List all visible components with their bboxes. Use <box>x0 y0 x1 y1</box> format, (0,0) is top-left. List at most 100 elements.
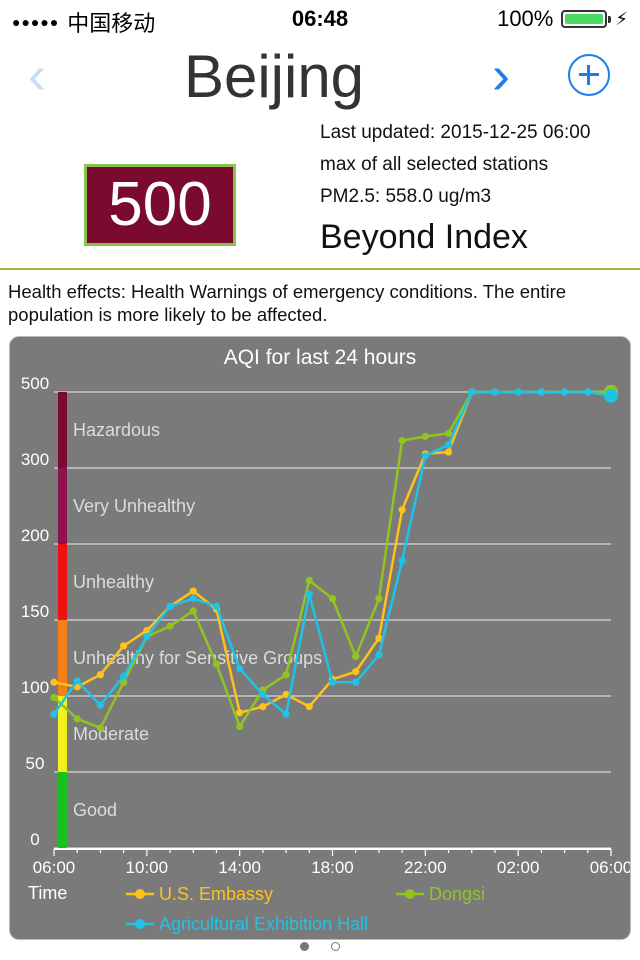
station-scope: max of all selected stations <box>320 154 549 175</box>
battery-percent: 100% <box>497 6 554 31</box>
data-point <box>236 709 244 717</box>
data-point <box>166 602 174 610</box>
aqi-band-label: Unhealthy for Sensitive Groups <box>73 648 322 668</box>
data-point <box>189 595 197 603</box>
page-dot-1[interactable] <box>300 942 309 951</box>
charging-icon: ⚡ <box>615 8 628 29</box>
chart-title: AQI for last 24 hours <box>224 346 417 369</box>
data-point <box>50 693 58 702</box>
status-time: 06:48 <box>291 6 349 31</box>
health-effects: Health effects: Health Warnings of emerg… <box>8 281 567 325</box>
data-point <box>444 441 453 449</box>
data-point <box>560 388 569 396</box>
data-point <box>305 703 313 711</box>
aqi-band-label: Hazardous <box>73 420 160 440</box>
data-point <box>421 452 429 460</box>
data-point <box>189 587 197 595</box>
aqi-band-label: Moderate <box>73 724 149 744</box>
data-point <box>352 678 360 686</box>
data-point <box>282 710 290 718</box>
x-tick-label: 18:00 <box>311 858 354 877</box>
x-tick-label: 02:00 <box>497 858 540 877</box>
carrier-name: 中国移动 <box>67 11 156 36</box>
last-updated: Last updated: 2015-12-25 06:00 <box>320 122 591 143</box>
legend-marker <box>135 919 145 929</box>
data-point <box>50 710 58 718</box>
aqi-info: Last updated: 2015-12-25 06:00 max of al… <box>320 120 590 257</box>
data-point <box>50 678 58 686</box>
data-point <box>514 388 522 396</box>
y-tick-label: 50 <box>26 754 45 773</box>
data-point <box>96 701 105 709</box>
next-city-button[interactable]: › <box>492 45 510 105</box>
aqi-level: Beyond Index <box>320 218 528 256</box>
data-point <box>468 388 476 396</box>
data-point <box>398 557 406 565</box>
x-tick-label: 06:00 <box>590 858 630 877</box>
x-axis-label: Time <box>28 883 67 903</box>
data-point <box>212 602 221 610</box>
legend-marker <box>405 889 415 899</box>
data-point <box>96 724 105 732</box>
data-point <box>73 677 81 685</box>
data-point <box>537 388 545 396</box>
data-point <box>189 607 197 615</box>
data-point <box>259 703 267 711</box>
signal-icon: ●●●●● <box>12 14 60 30</box>
aqi-chart-svg: AQI for last 24 hours 0 50 100 150 200 300 500 G… <box>21 346 630 934</box>
legend-label: Dongsi <box>429 884 485 904</box>
page-dot-2[interactable] <box>331 942 340 951</box>
data-point <box>584 388 592 396</box>
x-tick-label: 06:00 <box>33 858 76 877</box>
aqi-band-bar <box>58 620 67 696</box>
data-point <box>305 590 313 598</box>
aqi-value-badge: 500 <box>84 164 236 246</box>
previous-city-button[interactable]: ‹ <box>28 45 46 105</box>
data-point <box>120 678 128 686</box>
aqi-band-bar <box>58 772 67 848</box>
aqi-band-bar <box>58 696 67 772</box>
data-point <box>236 665 244 673</box>
y-tick-label: 150 <box>21 602 49 621</box>
aqi-band-label: Very Unhealthy <box>73 496 195 516</box>
data-point <box>375 634 383 642</box>
divider <box>0 268 640 270</box>
y-tick-label: 100 <box>21 678 49 697</box>
data-point <box>73 715 81 723</box>
data-point <box>282 690 290 699</box>
battery-icon <box>561 10 612 28</box>
data-point <box>212 660 221 668</box>
legend-label: Agricultural Exhibition Hall <box>159 914 368 934</box>
navigation-bar: ‹ Beijing › <box>0 40 640 120</box>
data-point <box>120 672 128 680</box>
data-point <box>491 388 499 396</box>
aqi-band-label: Good <box>73 800 117 820</box>
page-indicator[interactable] <box>0 942 640 956</box>
data-point <box>398 437 406 445</box>
data-point <box>352 668 360 676</box>
data-point <box>604 388 618 403</box>
x-tick-label: 14:00 <box>218 858 261 877</box>
y-tick-label: 300 <box>21 450 49 469</box>
add-city-icon[interactable] <box>568 54 610 96</box>
data-point <box>328 678 337 686</box>
x-tick-label: 22:00 <box>404 858 447 877</box>
x-tick-label: 10:00 <box>126 858 169 877</box>
data-point <box>375 651 383 659</box>
battery-info: 100% ⚡ <box>497 6 628 32</box>
data-point <box>96 671 105 679</box>
legend-marker <box>135 889 145 899</box>
data-point <box>421 432 429 441</box>
y-tick-label: 500 <box>21 374 49 393</box>
pm25-reading: PM2.5: 558.0 ug/m3 <box>320 186 492 207</box>
aqi-chart: AQI for last 24 hours 0 50 100 150 200 300 500 G… <box>9 336 631 940</box>
aqi-band-bar <box>58 392 67 468</box>
data-point <box>328 595 337 603</box>
data-point <box>236 722 244 730</box>
data-point <box>398 506 406 514</box>
data-point <box>143 633 151 641</box>
data-point <box>120 642 128 650</box>
data-point <box>444 448 453 456</box>
city-title: Beijing <box>183 43 365 110</box>
carrier-info: ●●●●● 中国移动 <box>12 6 155 38</box>
